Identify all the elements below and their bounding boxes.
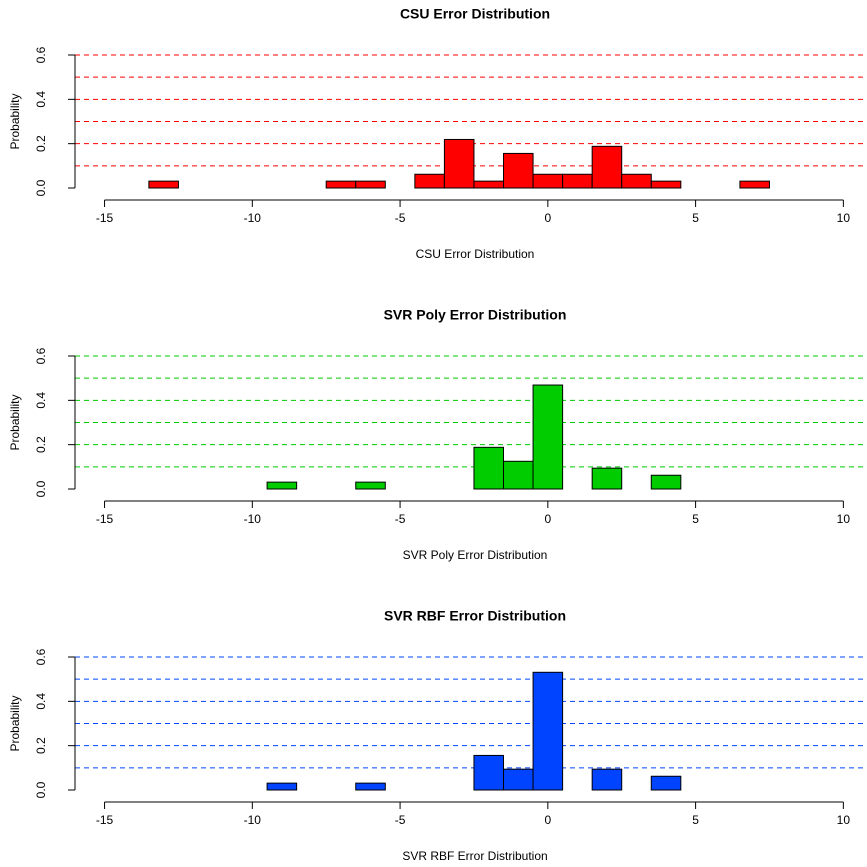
x-tick-label: -10 — [244, 813, 262, 827]
x-tick-label: -5 — [395, 813, 406, 827]
x-tick-label: 5 — [692, 512, 699, 526]
y-tick-label: 0.6 — [34, 648, 48, 665]
bar — [443, 138, 475, 189]
y-tick-label: 0.2 — [34, 135, 48, 152]
x-tick-label: -5 — [395, 512, 406, 526]
bar — [355, 481, 386, 490]
x-tick-label: 10 — [837, 813, 851, 827]
bar — [562, 173, 593, 189]
y-tick-label: 0.0 — [34, 480, 48, 497]
x-tick-label: -5 — [395, 211, 406, 225]
bar — [473, 446, 505, 490]
x-tick-label: 10 — [837, 211, 851, 225]
chart-title: SVR RBF Error Distribution — [384, 608, 566, 624]
x-axis-label: CSU Error Distribution — [416, 247, 535, 261]
chart-title: CSU Error Distribution — [400, 6, 550, 22]
bar — [532, 671, 564, 791]
y-tick-label: 0.4 — [34, 91, 48, 108]
bar — [503, 460, 534, 490]
y-axis-label: Probability — [8, 93, 22, 149]
bar — [591, 145, 623, 189]
x-axis-label: SVR Poly Error Distribution — [403, 548, 548, 562]
bar — [532, 384, 564, 490]
y-tick-label: 0.2 — [34, 436, 48, 453]
chart-title: SVR Poly Error Distribution — [384, 307, 567, 323]
y-tick-label: 0.4 — [34, 693, 48, 710]
bar — [503, 152, 534, 189]
bar — [148, 180, 179, 189]
y-tick-label: 0.6 — [34, 46, 48, 63]
bar — [591, 467, 623, 490]
bar — [591, 768, 623, 791]
x-tick-label: -10 — [244, 512, 262, 526]
bar — [650, 180, 682, 189]
x-tick-label: -15 — [96, 813, 114, 827]
x-tick-label: -10 — [244, 211, 262, 225]
bar — [650, 474, 682, 490]
x-tick-label: 5 — [692, 813, 699, 827]
bar — [621, 173, 652, 189]
bar — [355, 782, 386, 791]
bar — [473, 754, 505, 791]
bar — [355, 180, 386, 189]
bar — [473, 180, 505, 189]
y-tick-label: 0.0 — [34, 179, 48, 196]
x-tick-label: -15 — [96, 512, 114, 526]
x-tick-label: 10 — [837, 512, 851, 526]
x-tick-label: 0 — [544, 211, 551, 225]
bar — [325, 180, 357, 189]
bar — [503, 768, 534, 791]
x-tick-label: 0 — [544, 813, 551, 827]
x-tick-label: 0 — [544, 512, 551, 526]
bar — [414, 173, 445, 189]
bar — [650, 775, 682, 791]
bar — [532, 173, 564, 189]
y-axis-label: Probability — [8, 394, 22, 450]
y-axis-label: Probability — [8, 695, 22, 751]
y-tick-label: 0.2 — [34, 737, 48, 754]
x-axis-label: SVR RBF Error Distribution — [402, 849, 547, 863]
bar — [266, 782, 298, 791]
y-tick-label: 0.6 — [34, 347, 48, 364]
x-tick-label: -15 — [96, 211, 114, 225]
y-tick-label: 0.0 — [34, 781, 48, 798]
bar — [266, 481, 298, 490]
y-tick-label: 0.4 — [34, 392, 48, 409]
bar — [739, 180, 770, 189]
x-tick-label: 5 — [692, 211, 699, 225]
